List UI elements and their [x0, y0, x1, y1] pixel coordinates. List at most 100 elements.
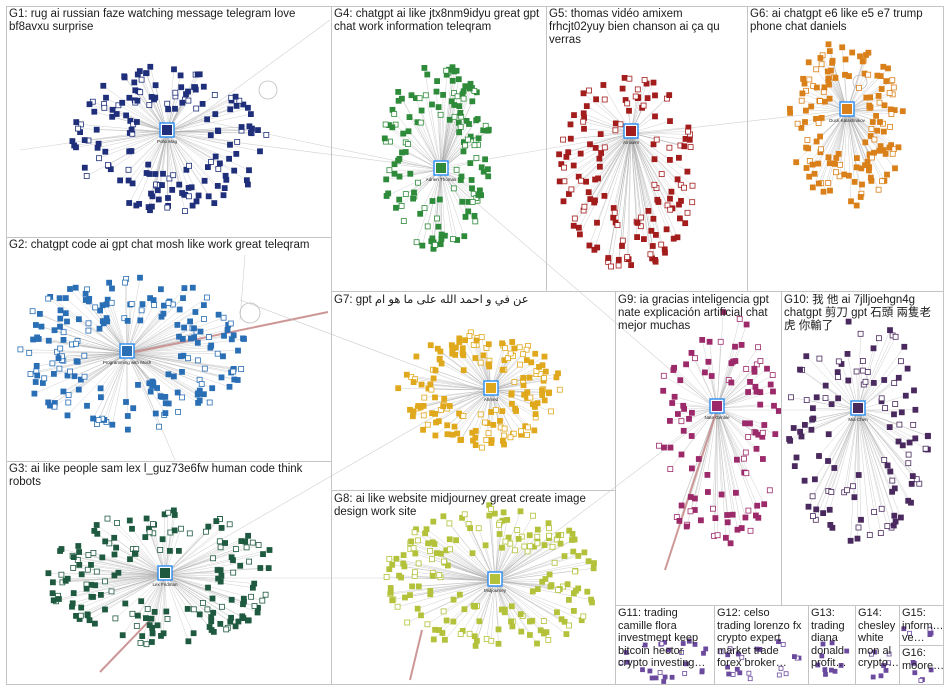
edge — [48, 572, 166, 576]
edge — [857, 346, 905, 411]
node — [816, 355, 823, 362]
node — [510, 430, 517, 437]
node — [237, 562, 244, 569]
node — [408, 538, 415, 545]
node — [386, 167, 393, 174]
node — [617, 121, 624, 128]
edge — [716, 344, 742, 409]
node — [911, 387, 917, 394]
node — [521, 543, 528, 550]
node — [86, 617, 93, 624]
node — [659, 641, 665, 647]
node — [464, 136, 471, 143]
node — [499, 544, 505, 551]
node — [427, 548, 434, 554]
node — [679, 650, 684, 655]
edge — [846, 110, 893, 154]
node — [769, 372, 776, 379]
node — [475, 525, 482, 532]
node — [248, 593, 255, 600]
node — [434, 78, 441, 84]
edge — [79, 551, 166, 576]
node — [692, 355, 698, 362]
edge — [474, 580, 496, 637]
node — [928, 667, 934, 673]
cross-edge — [129, 352, 176, 461]
edge — [166, 131, 218, 187]
node — [455, 76, 462, 83]
node — [196, 611, 203, 618]
node — [780, 642, 786, 647]
node — [27, 371, 34, 378]
node — [584, 588, 591, 595]
edge — [846, 110, 858, 159]
node — [202, 528, 209, 535]
edge — [164, 514, 176, 576]
node — [619, 85, 626, 92]
node — [187, 335, 194, 342]
edge — [454, 389, 492, 427]
node — [723, 534, 729, 541]
edge — [433, 169, 442, 249]
node — [660, 372, 667, 379]
node — [477, 411, 484, 418]
node — [495, 521, 502, 528]
node — [220, 314, 227, 321]
node — [828, 488, 835, 495]
node — [508, 390, 515, 397]
node — [478, 164, 485, 171]
node — [57, 345, 64, 352]
node — [889, 477, 896, 484]
node — [563, 631, 570, 637]
edge — [164, 574, 189, 642]
node — [151, 302, 158, 309]
node — [176, 333, 182, 340]
node — [651, 181, 658, 188]
node — [215, 575, 222, 582]
edge — [630, 132, 666, 253]
node — [246, 167, 252, 174]
node — [661, 444, 667, 451]
node — [240, 335, 246, 342]
node — [536, 363, 542, 370]
node — [412, 550, 419, 557]
edge — [417, 389, 492, 409]
node — [226, 521, 233, 528]
node — [675, 411, 681, 417]
node — [892, 165, 898, 172]
edge — [424, 67, 442, 171]
node — [102, 606, 108, 613]
node — [855, 472, 862, 478]
edge — [136, 574, 166, 627]
node — [524, 548, 531, 555]
hub-node-g9: Nate Gentile — [704, 398, 730, 420]
node — [870, 674, 876, 680]
node — [854, 535, 861, 542]
node — [453, 166, 460, 173]
node — [889, 488, 895, 495]
edge — [494, 580, 544, 622]
edge — [100, 352, 128, 398]
node — [734, 666, 740, 672]
node — [912, 670, 918, 676]
node — [806, 173, 813, 180]
node — [104, 515, 111, 522]
node — [658, 241, 665, 248]
node — [924, 433, 931, 440]
node — [581, 549, 588, 556]
node — [424, 621, 431, 628]
node — [476, 618, 483, 625]
node — [517, 361, 523, 368]
node — [770, 388, 776, 395]
hub-avatar-image — [122, 346, 132, 356]
node — [467, 160, 474, 167]
node — [666, 144, 673, 151]
node — [119, 632, 126, 639]
edge — [126, 318, 205, 354]
edge — [857, 409, 882, 534]
edge — [630, 132, 688, 172]
node — [465, 208, 472, 215]
node — [133, 623, 140, 629]
node — [98, 592, 104, 598]
node — [818, 61, 825, 68]
